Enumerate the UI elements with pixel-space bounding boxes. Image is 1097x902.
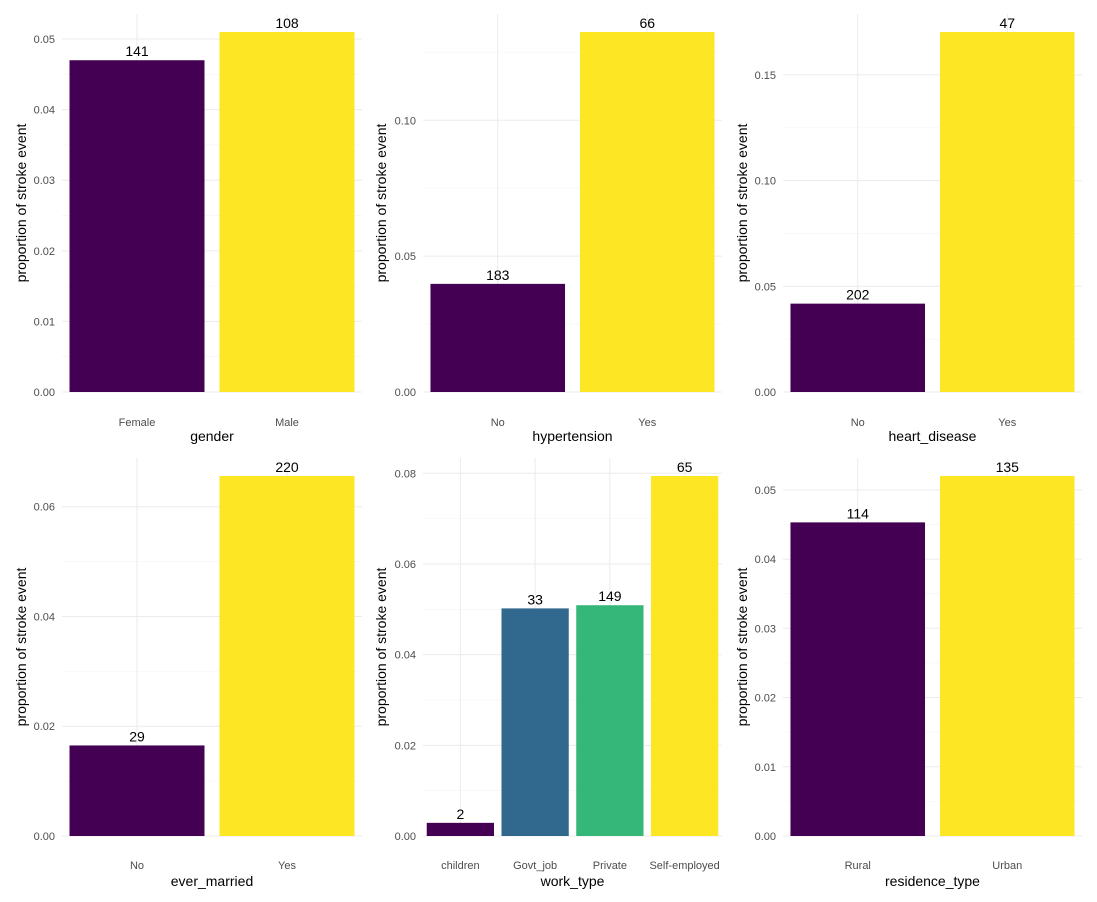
x-tick-label: No xyxy=(130,860,144,872)
y-tick-label: 0.06 xyxy=(395,559,416,571)
data-label: 108 xyxy=(275,15,299,31)
y-tick-label: 0.02 xyxy=(755,693,776,705)
bar-no xyxy=(69,745,205,836)
x-tick-label: Yes xyxy=(998,417,1016,429)
data-label: 29 xyxy=(129,728,145,744)
bar-urban xyxy=(939,476,1075,836)
y-axis-title: proportion of stroke event xyxy=(734,568,750,727)
y-tick-label: 0.00 xyxy=(755,387,776,399)
bar-no xyxy=(430,283,566,392)
x-axis-title: gender xyxy=(190,428,234,444)
data-label: 135 xyxy=(996,459,1020,475)
y-tick-label: 0.04 xyxy=(34,611,55,623)
data-label: 183 xyxy=(486,267,510,283)
y-tick-label: 0.01 xyxy=(755,762,776,774)
y-tick-label: 0.01 xyxy=(34,316,55,328)
data-label: 149 xyxy=(598,588,622,604)
x-axis-title: residence_type xyxy=(885,873,980,889)
bar-yes xyxy=(579,32,715,392)
bar-private xyxy=(576,605,644,836)
x-tick-label: No xyxy=(851,417,865,429)
x-tick-label: Urban xyxy=(992,860,1022,872)
y-axis-title: proportion of stroke event xyxy=(373,568,389,727)
chart-panel-ever-married: 29 220 0.00 0.02 0.04 0.06 No Yes ever_married pr… xyxy=(13,458,362,889)
data-label: 220 xyxy=(275,459,299,475)
y-tick-label: 0.02 xyxy=(34,721,55,733)
data-label: 33 xyxy=(527,591,543,607)
data-label: 65 xyxy=(677,459,693,475)
chart-panel-heart-disease: 202 47 0.00 0.05 0.10 0.15 No Yes heart_disease p… xyxy=(734,14,1082,444)
y-tick-label: 0.10 xyxy=(755,176,776,188)
bar-yes xyxy=(219,476,355,836)
chart-panel-residence-type: 114 135 0.00 0.01 0.02 0.03 0.04 0.05 Rural Urban… xyxy=(734,458,1082,889)
bar-govt_job xyxy=(501,608,569,836)
bar-children xyxy=(426,822,495,836)
x-tick-label: Male xyxy=(275,417,299,429)
x-tick-label: Self-employed xyxy=(649,860,719,872)
x-tick-label: Yes xyxy=(278,860,296,872)
x-axis-title: hypertension xyxy=(532,428,612,444)
x-axis-title: work_type xyxy=(540,873,605,889)
y-tick-label: 0.06 xyxy=(34,502,55,514)
y-tick-label: 0.04 xyxy=(395,650,416,662)
data-label: 2 xyxy=(456,806,464,822)
bar-yes xyxy=(939,32,1075,392)
y-tick-label: 0.04 xyxy=(755,554,776,566)
x-tick-label: Female xyxy=(119,417,156,429)
y-tick-label: 0.10 xyxy=(395,115,416,127)
y-tick-label: 0.02 xyxy=(395,740,416,752)
data-label: 47 xyxy=(999,15,1015,31)
data-label: 114 xyxy=(847,505,870,521)
y-tick-label: 0.00 xyxy=(755,831,776,843)
data-label: 202 xyxy=(846,287,870,303)
y-tick-label: 0.05 xyxy=(755,281,776,293)
x-axis-title: heart_disease xyxy=(889,428,977,444)
y-tick-label: 0.00 xyxy=(395,387,416,399)
y-axis-title: proportion of stroke event xyxy=(734,124,750,283)
y-tick-label: 0.02 xyxy=(34,246,55,258)
y-tick-label: 0.00 xyxy=(395,831,416,843)
y-tick-label: 0.04 xyxy=(34,105,55,117)
bar-female xyxy=(69,60,205,393)
data-label: 141 xyxy=(125,43,149,59)
x-tick-label: Rural xyxy=(845,860,871,872)
chart-panel-hypertension: 183 66 0.00 0.05 0.10 No Yes hypertension propor… xyxy=(373,14,722,444)
x-tick-label: Yes xyxy=(638,417,656,429)
y-axis-title: proportion of stroke event xyxy=(13,568,29,727)
y-tick-label: 0.05 xyxy=(755,485,776,497)
y-tick-label: 0.03 xyxy=(34,175,55,187)
bar-rural xyxy=(790,522,926,836)
y-tick-label: 0.03 xyxy=(755,623,776,635)
y-tick-label: 0.05 xyxy=(395,251,416,263)
bar-self-employed xyxy=(650,476,719,836)
y-tick-label: 0.05 xyxy=(34,34,55,46)
bar-male xyxy=(219,32,355,392)
y-axis-title: proportion of stroke event xyxy=(373,124,389,283)
y-tick-label: 0.08 xyxy=(395,468,416,480)
data-label: 66 xyxy=(639,15,655,31)
chart-panel-gender: 141 108 0.00 0.01 0.02 0.03 0.04 0.05 Female Male… xyxy=(13,14,362,444)
y-tick-label: 0.00 xyxy=(34,831,55,843)
y-tick-label: 0.00 xyxy=(34,387,55,399)
x-tick-label: Govt_job xyxy=(513,860,557,872)
y-axis-title: proportion of stroke event xyxy=(13,124,29,283)
x-tick-label: Private xyxy=(593,860,627,872)
x-tick-label: No xyxy=(491,417,505,429)
x-tick-label: children xyxy=(441,860,480,872)
y-tick-label: 0.15 xyxy=(755,70,776,82)
x-axis-title: ever_married xyxy=(171,873,253,889)
bar-no xyxy=(790,303,926,392)
